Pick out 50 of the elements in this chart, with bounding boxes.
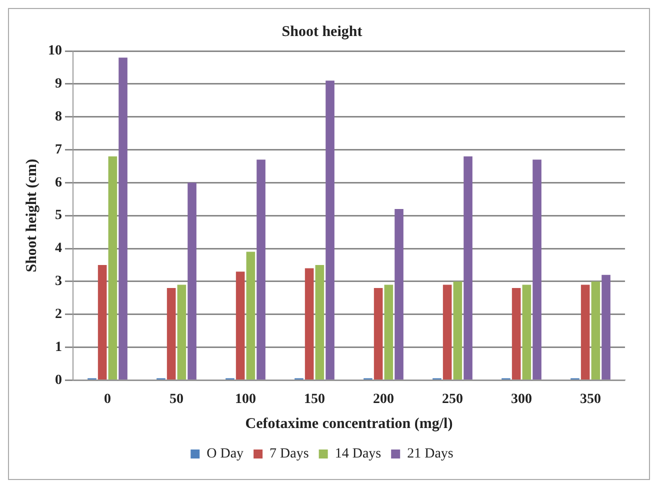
y-tick-label: 10 [48, 44, 62, 59]
bar [384, 284, 394, 380]
x-axis-title: Cefotaxime concentration (mg/l) [245, 416, 453, 432]
bar [118, 58, 128, 380]
bar [464, 156, 472, 380]
y-tick-label: 9 [55, 76, 62, 92]
x-tick-label: 350 [580, 392, 601, 408]
bar [522, 284, 532, 380]
y-tick-label: 2 [55, 306, 62, 322]
y-tick-label: 8 [55, 109, 62, 124]
x-tick-label: 300 [511, 392, 532, 408]
y-tick-label: 4 [55, 241, 62, 256]
bar [98, 264, 107, 380]
bar [188, 182, 196, 380]
y-tick-label: 1 [55, 340, 62, 355]
bar [580, 284, 590, 380]
legend-label: 14 Days [334, 446, 382, 462]
bar [442, 284, 452, 380]
bar [315, 264, 324, 380]
legend-label: 7 Days [270, 446, 309, 462]
bar [108, 156, 118, 380]
x-tick-label: 150 [304, 392, 325, 408]
bar [304, 268, 314, 380]
y-tick-label: 3 [55, 274, 62, 290]
y-tick-label: 6 [55, 175, 62, 190]
legend-label: O Day [206, 446, 244, 462]
bar [532, 160, 542, 380]
x-tick-label: 0 [104, 392, 111, 408]
bar [374, 288, 383, 380]
y-tick-label: 0 [55, 372, 62, 388]
y-tick-label: 7 [55, 142, 62, 158]
bar [453, 281, 462, 380]
chart-title: Shoot height [282, 24, 362, 40]
x-tick-label: 250 [442, 392, 463, 408]
bar [591, 281, 600, 380]
y-tick-label: 5 [55, 208, 62, 224]
bar [326, 80, 334, 380]
x-tick-label: 100 [235, 392, 256, 408]
legend-label: 21 Days [407, 446, 454, 462]
y-axis-title: Shoot height (cm) [24, 158, 40, 272]
bar [394, 209, 404, 380]
bar [512, 288, 521, 380]
x-tick-label: 50 [170, 392, 184, 408]
bar [602, 274, 610, 380]
x-tick-label: 200 [373, 392, 394, 408]
bar [256, 160, 266, 380]
bar [177, 284, 186, 380]
bar [246, 252, 256, 380]
bar [236, 272, 245, 380]
bar [166, 288, 176, 380]
